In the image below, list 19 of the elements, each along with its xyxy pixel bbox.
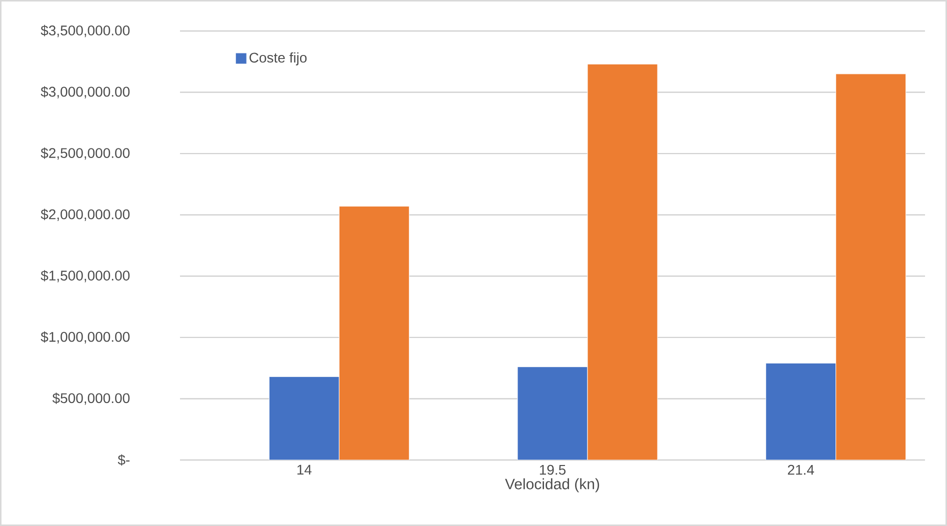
x-tick-label: 21.4 bbox=[788, 464, 814, 475]
bar bbox=[517, 366, 588, 460]
bar bbox=[268, 376, 340, 460]
y-tick-label: $1,000,000.00 bbox=[40, 331, 130, 344]
y-tick-label: $2,500,000.00 bbox=[40, 147, 130, 160]
legend-label: Coste fijo bbox=[250, 52, 307, 66]
y-tick-label: $2,000,000.00 bbox=[40, 208, 130, 221]
y-tick-label: $500,000.00 bbox=[52, 392, 130, 405]
x-axis-title: Velocidad (kn) bbox=[505, 478, 600, 492]
x-tick-label: 19.5 bbox=[540, 464, 566, 475]
y-tick-label: $3,500,000.00 bbox=[40, 24, 130, 38]
y-tick-label: $1,500,000.00 bbox=[40, 270, 130, 282]
y-tick-label: $- bbox=[118, 454, 130, 466]
bar bbox=[587, 64, 658, 460]
bar bbox=[766, 362, 836, 460]
x-tick-label: 14 bbox=[297, 464, 312, 474]
bar bbox=[836, 74, 906, 460]
y-tick-label: $3,000,000.00 bbox=[40, 86, 130, 98]
bar bbox=[338, 206, 410, 460]
